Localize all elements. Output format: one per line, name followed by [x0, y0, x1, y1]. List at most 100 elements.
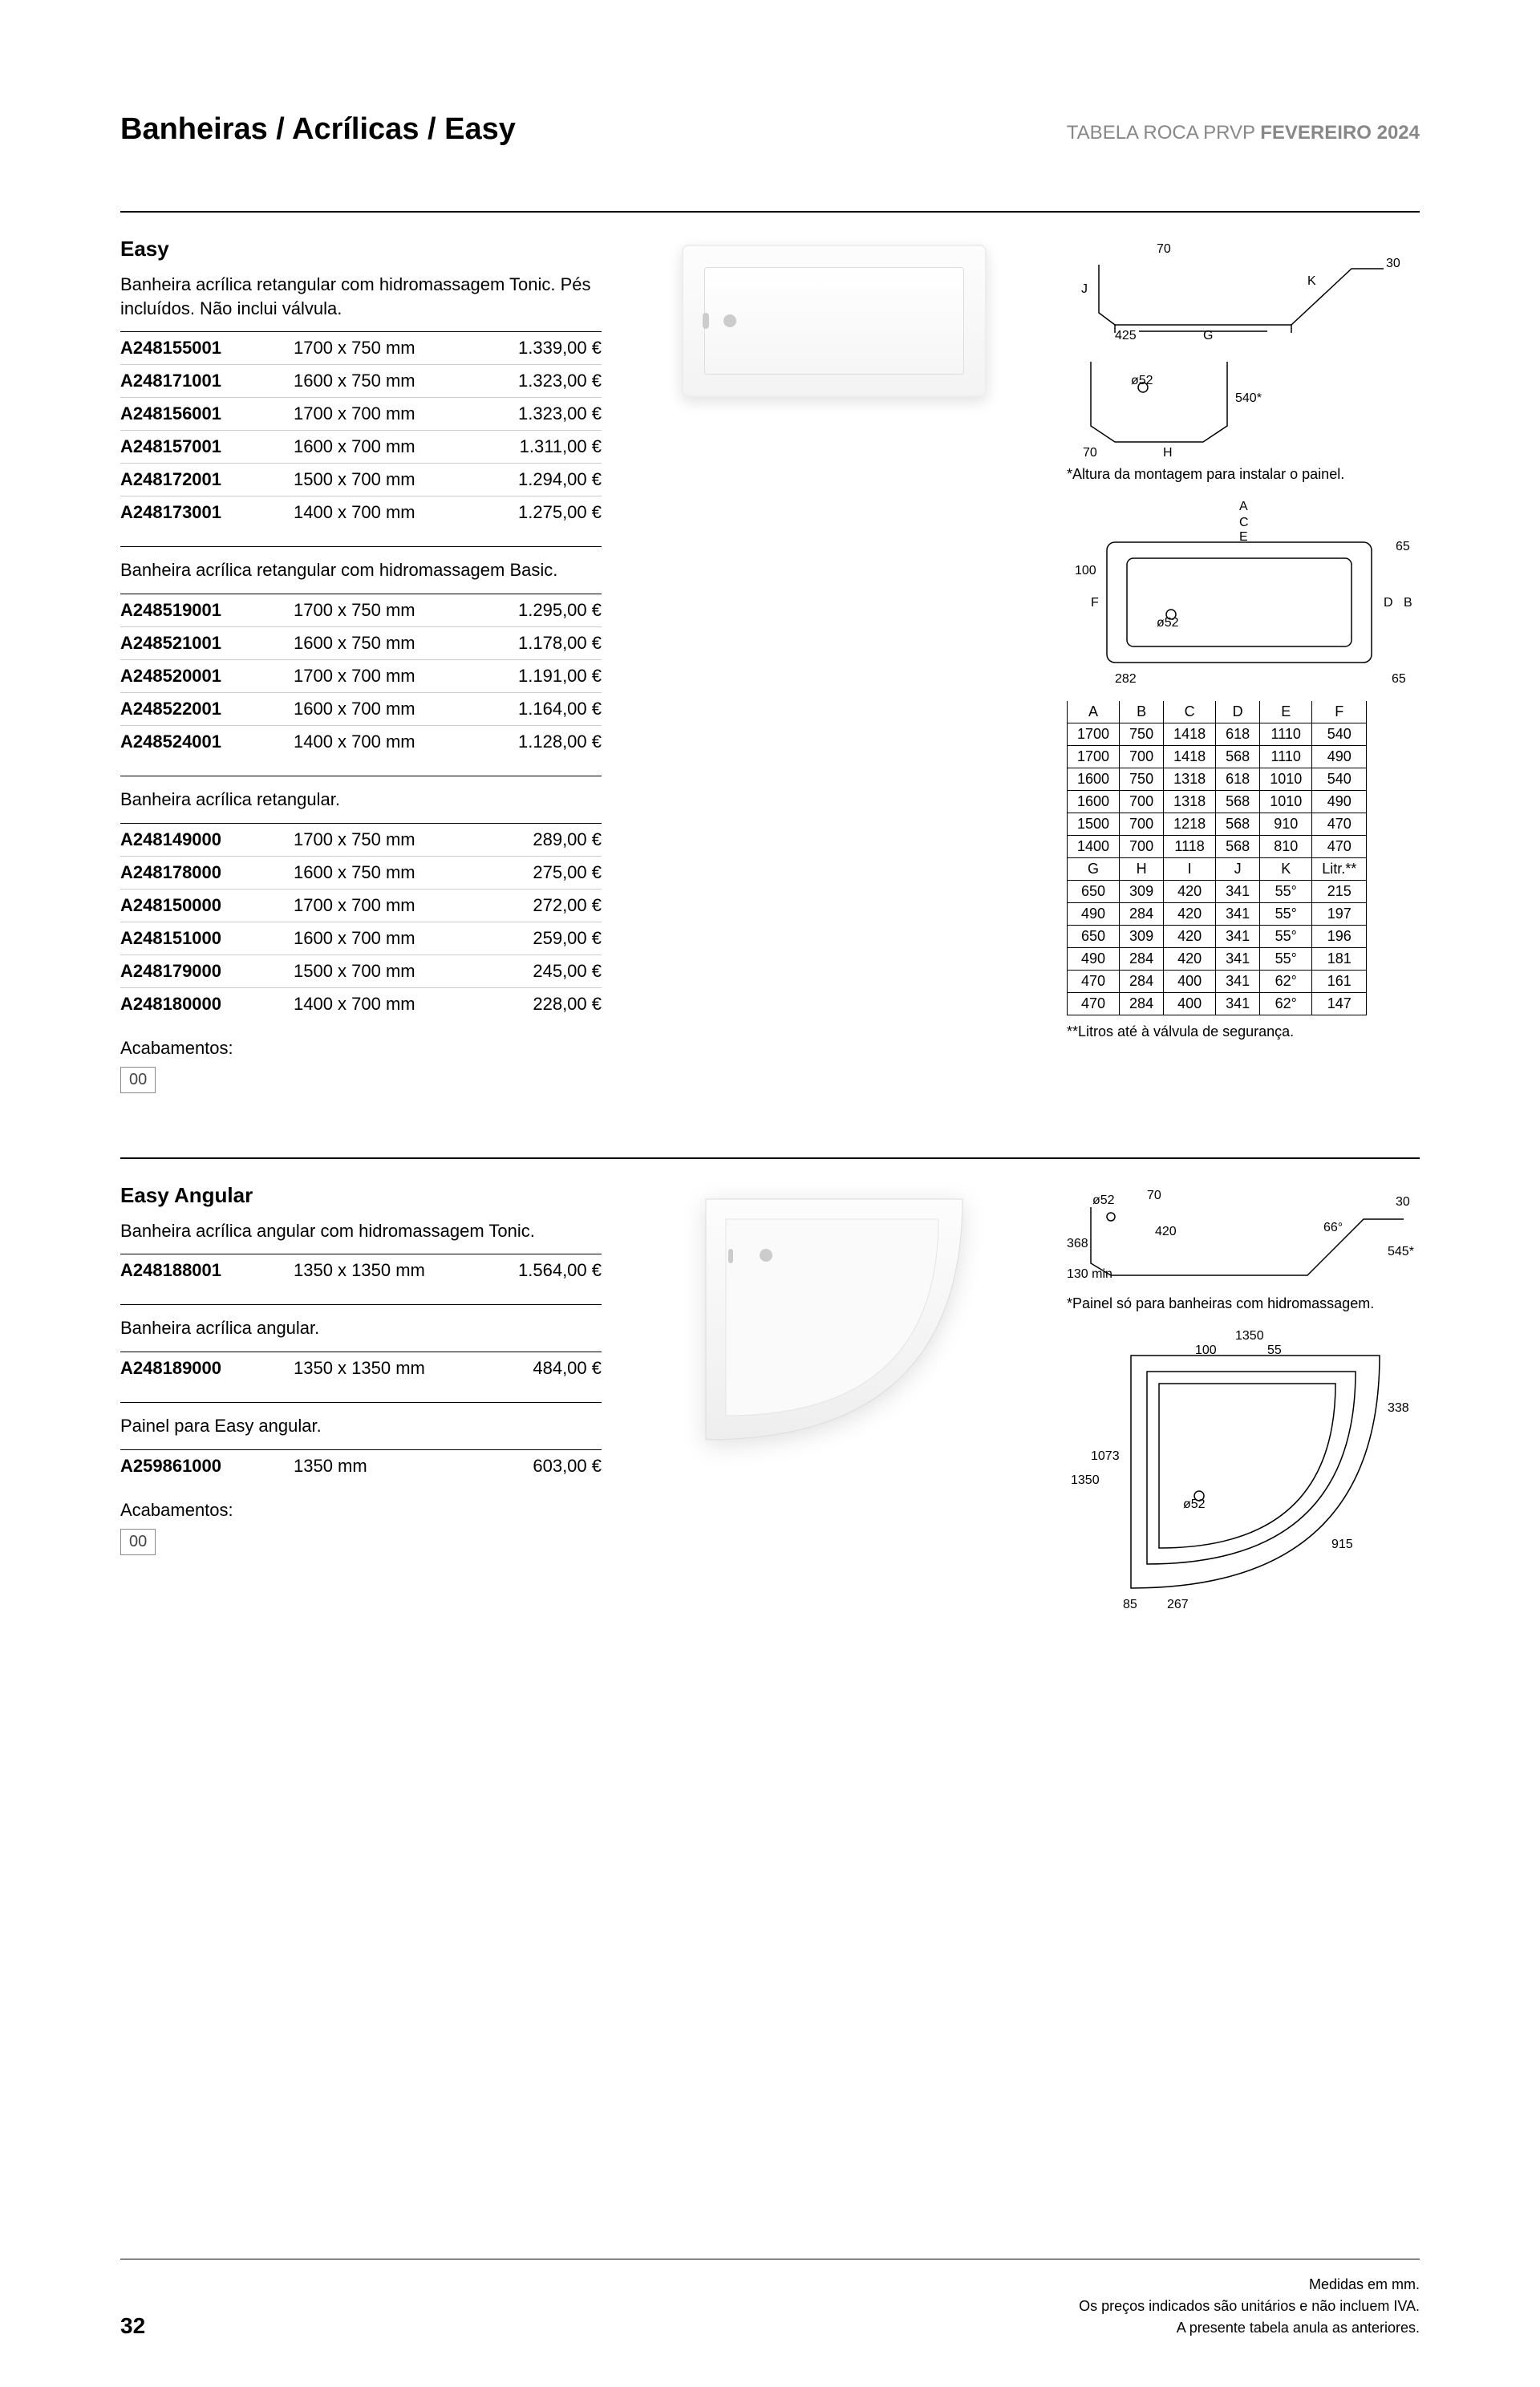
product-price: 259,00 €: [476, 922, 602, 954]
dim-header: B: [1120, 701, 1164, 723]
product-dimensions: 1400 x 700 mm: [294, 496, 476, 529]
dim-cell: 1010: [1260, 791, 1312, 813]
price-row: A2481500001700 x 700 mm272,00 €: [120, 889, 602, 922]
product-dimensions: 1700 x 750 mm: [294, 594, 476, 627]
dim-cell: 490: [1068, 948, 1120, 971]
product-dimensions: 1700 x 750 mm: [294, 332, 476, 365]
dim-cell: 420: [1164, 948, 1216, 971]
header-edition: TABELA ROCA PRVP FEVEREIRO 2024: [1067, 122, 1420, 144]
dim-cell: 568: [1216, 746, 1260, 768]
product-ref: A248172001: [120, 464, 294, 496]
dim-row: 170070014185681110490: [1068, 746, 1367, 768]
dim-cell: 1700: [1068, 746, 1120, 768]
dim-cell: 1700: [1068, 723, 1120, 746]
dim-row: 47028440034162°161: [1068, 971, 1367, 993]
svg-text:540*: 540*: [1235, 391, 1262, 405]
product-dimensions: 1350 x 1350 mm: [294, 1352, 476, 1385]
dim-cell: 284: [1120, 948, 1164, 971]
product-ref: A248171001: [120, 365, 294, 398]
svg-text:55: 55: [1267, 1343, 1282, 1357]
dim-cell: 341: [1216, 948, 1260, 971]
breadcrumb: Banheiras / Acrílicas / Easy: [120, 112, 516, 147]
dim-row: 160075013186181010540: [1068, 768, 1367, 791]
angular-profile-diagram: ø52 70 30 420 66° 545* 368 130 min: [1067, 1183, 1420, 1287]
product-ref: A248178000: [120, 856, 294, 889]
svg-text:G: G: [1203, 329, 1213, 341]
product-dimensions: 1500 x 700 mm: [294, 464, 476, 496]
dim-cell: 196: [1312, 926, 1367, 948]
product-ref: A248155001: [120, 332, 294, 365]
dim-row: 49028442034155°197: [1068, 903, 1367, 926]
dim-cell: 810: [1260, 836, 1312, 858]
dim-cell: 1110: [1260, 723, 1312, 746]
dim-cell: 420: [1164, 881, 1216, 903]
dim-header: C: [1164, 701, 1216, 723]
svg-text:65: 65: [1396, 540, 1410, 553]
svg-text:282: 282: [1115, 672, 1137, 686]
product-ref: A248519001: [120, 594, 294, 627]
product-price: 272,00 €: [476, 889, 602, 922]
product-price: 1.339,00 €: [476, 332, 602, 365]
price-row: A2481780001600 x 750 mm275,00 €: [120, 856, 602, 889]
dim-cell: 490: [1312, 791, 1367, 813]
svg-text:C: C: [1239, 516, 1249, 529]
dim-header: J: [1216, 858, 1260, 881]
svg-text:545*: 545*: [1388, 1245, 1414, 1258]
price-table: A2481550011700 x 750 mm1.339,00 €A248171…: [120, 331, 602, 529]
product-price: 1.275,00 €: [476, 496, 602, 529]
product-price: 1.178,00 €: [476, 627, 602, 660]
page-number: 32: [120, 2313, 145, 2339]
price-table: A2485190011700 x 750 mm1.295,00 €A248521…: [120, 594, 602, 758]
dim-header: K: [1260, 858, 1312, 881]
svg-text:1073: 1073: [1091, 1449, 1120, 1463]
dimensions-table: ABCDEF1700750141861811105401700700141856…: [1067, 701, 1367, 1015]
price-row: A2481560011700 x 700 mm1.323,00 €: [120, 398, 602, 431]
svg-text:70: 70: [1083, 446, 1097, 458]
price-table: A2481890001350 x 1350 mm484,00 €: [120, 1352, 602, 1384]
page-footer: 32 Medidas em mm. Os preços indicados sã…: [120, 2259, 1420, 2339]
product-ref: A248189000: [120, 1352, 294, 1385]
product-dimensions: 1400 x 700 mm: [294, 987, 476, 1020]
dim-cell: 490: [1312, 746, 1367, 768]
dim-cell: 284: [1120, 993, 1164, 1015]
dim-cell: 470: [1312, 813, 1367, 836]
dim-cell: 700: [1120, 813, 1164, 836]
product-price: 275,00 €: [476, 856, 602, 889]
front-diagram: ø52 540* 70 H: [1067, 346, 1275, 458]
dim-cell: 197: [1312, 903, 1367, 926]
dim-row: 170075014186181110540: [1068, 723, 1367, 746]
product-dimensions: 1350 x 1350 mm: [294, 1254, 476, 1287]
section-easy-image: [634, 237, 1035, 1093]
price-table: A2481490001700 x 750 mm289,00 €A24817800…: [120, 823, 602, 1020]
product-ref: A248521001: [120, 627, 294, 660]
product-group-description: Banheira acrílica retangular.: [120, 776, 602, 812]
product-ref: A248157001: [120, 431, 294, 464]
section-angular-title: Easy Angular: [120, 1183, 602, 1208]
angular-diagram-caption: *Painel só para banheiras com hidromassa…: [1067, 1295, 1420, 1312]
price-row: A2481790001500 x 700 mm245,00 €: [120, 954, 602, 987]
svg-text:K: K: [1307, 274, 1316, 288]
dim-cell: 750: [1120, 768, 1164, 791]
dim-cell: 700: [1120, 746, 1164, 768]
product-ref: A248180000: [120, 987, 294, 1020]
dim-header: F: [1312, 701, 1367, 723]
dim-cell: 62°: [1260, 971, 1312, 993]
price-row: A2485210011600 x 750 mm1.178,00 €: [120, 627, 602, 660]
section-angular-diagrams: ø52 70 30 420 66° 545* 368 130 min *Pain…: [1067, 1183, 1420, 1617]
svg-text:A: A: [1239, 500, 1248, 513]
header-prefix: TABELA ROCA PRVP: [1067, 122, 1260, 144]
angular-top-diagram: 1350 100 55 338 1073 1350 915 ø52 85 267: [1067, 1323, 1420, 1612]
product-dimensions: 1350 mm: [294, 1449, 476, 1482]
dim-cell: 568: [1216, 813, 1260, 836]
price-row: A2481550011700 x 750 mm1.339,00 €: [120, 332, 602, 365]
product-ref: A248522001: [120, 693, 294, 726]
svg-text:B: B: [1404, 596, 1412, 610]
dim-cell: 284: [1120, 903, 1164, 926]
dim-cell: 341: [1216, 971, 1260, 993]
bathtub-image: [682, 245, 987, 397]
product-dimensions: 1600 x 700 mm: [294, 922, 476, 954]
price-row: A2481880011350 x 1350 mm1.564,00 €: [120, 1254, 602, 1287]
svg-text:H: H: [1163, 446, 1173, 458]
dim-cell: 568: [1216, 791, 1260, 813]
product-price: 1.128,00 €: [476, 726, 602, 759]
